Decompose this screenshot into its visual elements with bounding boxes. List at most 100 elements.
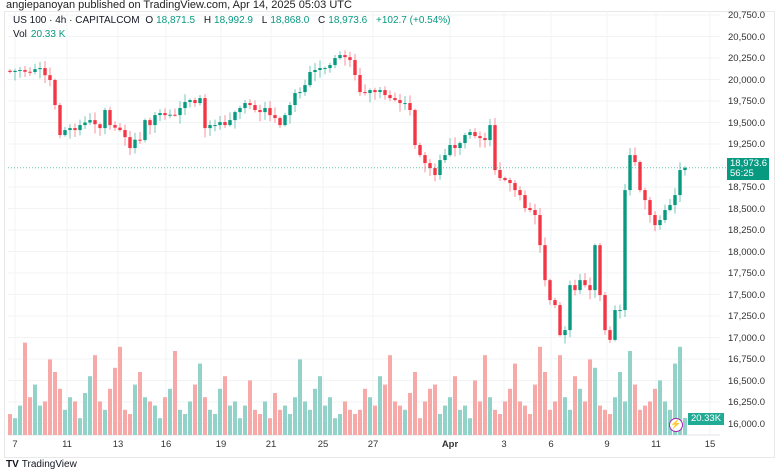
volume-bar <box>558 355 562 435</box>
low-value: 18,868.0 <box>270 15 310 26</box>
candle-body <box>588 285 592 291</box>
low-label: L <box>261 15 268 26</box>
candle-body <box>653 215 657 226</box>
volume-bar <box>633 384 637 435</box>
candle-body <box>663 210 667 221</box>
volume-bar <box>438 414 442 435</box>
volume-bar <box>553 401 557 435</box>
volume-bar <box>53 372 57 435</box>
candle-body <box>448 145 452 156</box>
volume-bar <box>498 414 502 435</box>
volume-bar <box>278 409 282 435</box>
volume-bar <box>128 414 132 435</box>
volume-bar <box>273 393 277 435</box>
candle-body <box>443 155 447 161</box>
volume-bar <box>453 376 457 435</box>
volume-bar <box>48 359 52 435</box>
volume-bar <box>403 409 407 435</box>
candle-body <box>188 100 192 103</box>
candles <box>8 50 687 344</box>
open-label: O <box>145 15 154 26</box>
volume-bar <box>353 414 357 435</box>
volume-bar <box>318 376 322 435</box>
volume-bar <box>533 384 537 435</box>
candle-body <box>613 310 617 340</box>
volume-bar <box>98 401 102 435</box>
volume-bar <box>468 418 472 435</box>
volume-bar <box>203 397 207 435</box>
symbol-title[interactable]: US 100 · 4h · CAPITALCOM <box>13 15 140 26</box>
volume-bar <box>298 359 302 435</box>
volume-bar <box>598 405 602 435</box>
volume-bar <box>428 388 432 435</box>
candle-body <box>383 90 387 96</box>
volume-bar <box>578 388 582 435</box>
volume-bar <box>678 346 682 435</box>
volume-bar <box>168 388 172 435</box>
candle-body <box>203 98 207 129</box>
change-value: +102.7 (+0.54%) <box>376 15 451 26</box>
candle-body <box>53 80 57 106</box>
price-tick-label: 17,500.0 <box>728 289 765 301</box>
time-tick-label: 11 <box>651 439 661 450</box>
candle-body <box>458 143 462 149</box>
volume-bar <box>198 363 202 435</box>
volume-value: 20.33 K <box>30 29 66 40</box>
symbol-legend: US 100 · 4h · CAPITALCOM O 18,871.5 H 18,9… <box>13 15 454 26</box>
volume-bar <box>658 380 662 435</box>
candle-body <box>148 120 152 126</box>
volume-bar <box>538 346 542 435</box>
candle-body <box>323 68 327 70</box>
candle-body <box>358 75 362 93</box>
candle-body <box>388 95 392 99</box>
volume-bar <box>208 409 212 435</box>
volume-bar <box>88 376 92 435</box>
candle-body <box>243 103 247 109</box>
time-tick-label: 6 <box>548 439 554 450</box>
lightning-icon[interactable]: ⚡ <box>669 418 683 432</box>
candle-body <box>353 60 357 76</box>
volume-bar <box>618 372 622 435</box>
candle-body <box>638 162 642 191</box>
price-tick-label: 16,250.0 <box>728 397 765 408</box>
candle-body <box>163 113 167 116</box>
candle-body <box>563 330 567 336</box>
candle-body <box>368 90 372 94</box>
volume-bar <box>123 409 127 435</box>
logo-text: TradingView <box>21 459 77 470</box>
price-tick-label: 20,000.0 <box>728 74 765 86</box>
candle-body <box>138 139 142 141</box>
candle-body <box>548 280 552 301</box>
candle-body <box>83 122 87 126</box>
candle-body <box>608 330 612 340</box>
candle-body <box>108 110 112 126</box>
volume-bar <box>183 414 187 435</box>
candle-body <box>133 139 137 149</box>
price-tick-label: 18,500.0 <box>728 203 765 215</box>
bar-countdown: 56:25 <box>730 168 754 179</box>
candle-body <box>248 103 252 106</box>
candle-body <box>648 200 652 216</box>
volume-bar <box>518 401 522 435</box>
volume-bar <box>593 367 597 435</box>
volume-bar <box>628 351 632 435</box>
candle-body <box>558 305 562 336</box>
time-tick-label: 13 <box>112 439 124 450</box>
price-tick-label: 16,500.0 <box>728 375 765 387</box>
candle-body <box>43 68 47 76</box>
volume-bar <box>163 397 167 435</box>
candle-body <box>413 110 417 146</box>
candle-body <box>288 105 292 116</box>
candle-body <box>208 125 212 129</box>
volume-bar <box>458 409 462 435</box>
time-tick-label: 11 <box>62 439 72 450</box>
time-tick-label: 7 <box>12 439 18 450</box>
volume-bar <box>313 388 317 435</box>
tradingview-logo[interactable]: TV TradingView <box>6 459 77 470</box>
tv-logo-icon: TV <box>6 459 19 470</box>
candle-body <box>398 100 402 104</box>
candle-body <box>683 167 687 171</box>
candle-body <box>348 57 352 61</box>
volume-bar <box>268 418 272 435</box>
